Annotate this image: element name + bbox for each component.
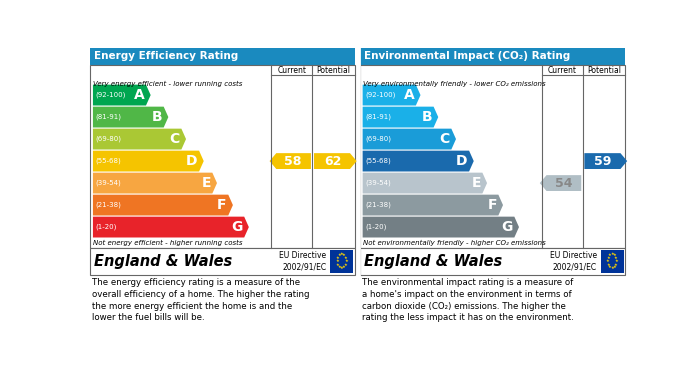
Bar (330, 250, 354, 273)
Bar (601, 250, 624, 273)
Polygon shape (93, 107, 168, 127)
Text: ★: ★ (610, 266, 614, 270)
Polygon shape (363, 217, 519, 237)
Polygon shape (363, 195, 503, 215)
Text: F: F (487, 198, 497, 212)
Text: ★: ★ (610, 253, 614, 256)
Text: England & Wales: England & Wales (94, 254, 232, 269)
Text: A: A (134, 88, 144, 102)
Text: ★: ★ (337, 253, 342, 257)
Text: ★: ★ (606, 263, 610, 267)
Text: (92-100): (92-100) (365, 92, 395, 98)
Text: ★: ★ (612, 253, 616, 257)
Text: D: D (186, 154, 197, 168)
Text: (69-80): (69-80) (365, 136, 391, 142)
Polygon shape (93, 151, 204, 172)
Text: Very environmentally friendly - lower CO₂ emissions: Very environmentally friendly - lower CO… (363, 81, 545, 87)
Text: (81-91): (81-91) (365, 114, 391, 120)
Text: ★: ★ (336, 256, 340, 260)
Text: 58: 58 (284, 154, 302, 168)
Text: ★: ★ (340, 266, 344, 270)
Polygon shape (93, 129, 186, 149)
Text: Potential: Potential (316, 66, 351, 75)
Text: ★: ★ (336, 263, 340, 267)
Text: (1-20): (1-20) (365, 224, 386, 230)
Polygon shape (363, 129, 456, 149)
Text: E: E (471, 176, 481, 190)
Polygon shape (363, 107, 438, 127)
Text: B: B (421, 110, 432, 124)
Text: Very energy efficient - lower running costs: Very energy efficient - lower running co… (93, 81, 242, 87)
Text: (92-100): (92-100) (95, 92, 125, 98)
Text: The environmental impact rating is a measure of
a home's impact on the environme: The environmental impact rating is a mea… (362, 278, 573, 322)
Text: Not environmentally friendly - higher CO₂ emissions: Not environmentally friendly - higher CO… (363, 240, 545, 246)
Polygon shape (93, 84, 150, 106)
Text: (69-80): (69-80) (95, 136, 121, 142)
Polygon shape (363, 151, 474, 172)
Text: G: G (231, 220, 243, 234)
Bar (90, 65, 355, 248)
Text: ★: ★ (335, 259, 339, 264)
Text: ★: ★ (337, 265, 342, 269)
Text: Current: Current (277, 66, 307, 75)
Text: (55-68): (55-68) (95, 158, 121, 164)
Text: ★: ★ (615, 259, 619, 264)
Text: D: D (456, 154, 468, 168)
Text: 59: 59 (594, 154, 612, 168)
Text: C: C (169, 132, 180, 146)
Polygon shape (363, 173, 487, 194)
Text: 54: 54 (554, 177, 572, 190)
Polygon shape (270, 153, 311, 169)
Text: England & Wales: England & Wales (364, 254, 503, 269)
Bar (90, 48, 355, 65)
Text: E: E (202, 176, 211, 190)
Text: EU Directive
2002/91/EC: EU Directive 2002/91/EC (550, 251, 596, 271)
Text: (1-20): (1-20) (95, 224, 117, 230)
Text: G: G (501, 220, 513, 234)
Bar (360, 48, 625, 65)
Text: ★: ★ (606, 259, 610, 264)
Polygon shape (363, 84, 421, 106)
Text: ★: ★ (608, 265, 612, 269)
Text: Environmental Impact (CO₂) Rating: Environmental Impact (CO₂) Rating (364, 51, 570, 61)
Text: ★: ★ (344, 259, 348, 264)
Text: (55-68): (55-68) (365, 158, 391, 164)
Text: 62: 62 (324, 154, 341, 168)
Text: ★: ★ (608, 253, 612, 257)
Text: The energy efficiency rating is a measure of the
overall efficiency of a home. T: The energy efficiency rating is a measur… (92, 278, 309, 322)
Text: ★: ★ (606, 256, 610, 260)
Bar (360, 248, 625, 275)
Bar (360, 65, 625, 248)
Text: (81-91): (81-91) (95, 114, 121, 120)
Text: Not energy efficient - higher running costs: Not energy efficient - higher running co… (93, 240, 242, 246)
Polygon shape (93, 173, 217, 194)
Text: B: B (151, 110, 162, 124)
Text: A: A (404, 88, 414, 102)
Text: EU Directive
2002/91/EC: EU Directive 2002/91/EC (279, 251, 326, 271)
Polygon shape (584, 153, 627, 169)
Text: ★: ★ (340, 253, 344, 256)
Text: ★: ★ (614, 256, 618, 260)
Text: Potential: Potential (587, 66, 621, 75)
Text: (21-38): (21-38) (95, 202, 121, 208)
Text: ★: ★ (344, 263, 347, 267)
Text: (39-54): (39-54) (95, 180, 121, 187)
Polygon shape (540, 175, 581, 191)
Text: ★: ★ (344, 256, 347, 260)
Polygon shape (93, 195, 233, 215)
Text: (39-54): (39-54) (365, 180, 391, 187)
Text: (21-38): (21-38) (365, 202, 391, 208)
Text: Current: Current (547, 66, 577, 75)
Text: ★: ★ (614, 263, 618, 267)
Text: F: F (217, 198, 227, 212)
Text: ★: ★ (342, 265, 346, 269)
Text: ★: ★ (342, 253, 346, 257)
Text: C: C (440, 132, 450, 146)
Text: Energy Efficiency Rating: Energy Efficiency Rating (94, 51, 239, 61)
Polygon shape (93, 217, 248, 237)
Bar (90, 248, 355, 275)
Text: ★: ★ (612, 265, 616, 269)
Polygon shape (314, 153, 357, 169)
